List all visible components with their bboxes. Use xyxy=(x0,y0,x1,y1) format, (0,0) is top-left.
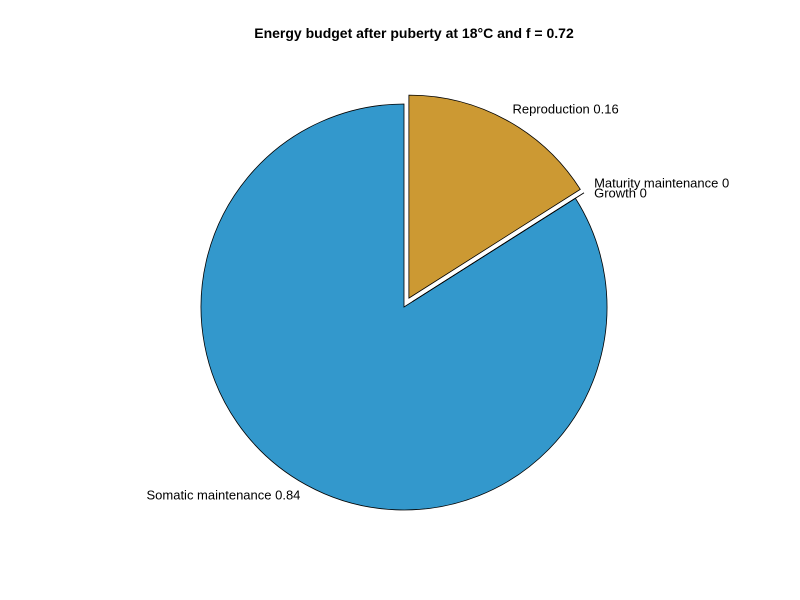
pie-slice-label-2: Growth 0 xyxy=(594,185,647,200)
pie-slice-2 xyxy=(412,192,585,302)
pie-slice-label-3: Reproduction 0.16 xyxy=(512,102,618,117)
chart-title: Energy budget after puberty at 18°C and … xyxy=(254,25,574,41)
pie-slice-0 xyxy=(200,103,608,511)
pie-slice-label-0: Somatic maintenance 0.84 xyxy=(146,487,300,502)
pie-slice-3 xyxy=(408,94,581,299)
pie-slice-label-1: Maturity maintenance 0 xyxy=(594,175,729,190)
pie-slices xyxy=(200,94,608,511)
pie-labels: Somatic maintenance 0.84 Maturity mainten… xyxy=(146,102,729,503)
